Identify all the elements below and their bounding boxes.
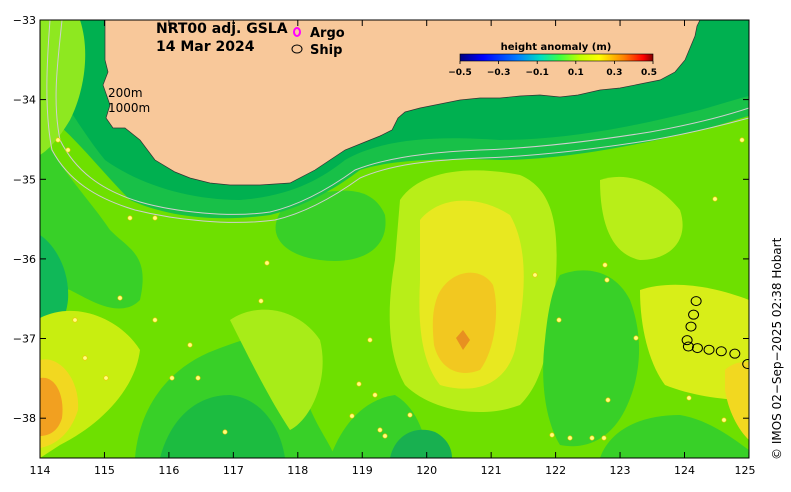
- colorbar-tick-label: 0.3: [606, 68, 622, 78]
- contour-southeast-green: [600, 415, 749, 458]
- y-tick-label: −33: [13, 14, 36, 27]
- ship-legend-label: Ship: [310, 43, 342, 58]
- contour-west-green: [40, 130, 143, 309]
- ship-position-marker: [688, 309, 700, 320]
- isobath-200m-label: 200m: [108, 86, 143, 100]
- contour-centre-south-dark: [390, 429, 452, 458]
- map-title: NRT00 adj. GSLA: [156, 21, 288, 37]
- contour-east-gold: [725, 361, 749, 440]
- contour-nw-yellowgreen: [40, 20, 86, 155]
- x-tick-label: 123: [610, 464, 631, 477]
- map-date: 14 Mar 2024: [156, 39, 255, 55]
- contour-east-yellowgreen-n: [600, 176, 683, 260]
- ship-position-marker: [682, 341, 694, 352]
- colorbar-tick-label: −0.5: [448, 68, 471, 78]
- x-axis: 114 115 116 117 118 119 120 121 122 123 …: [30, 20, 756, 477]
- contour-east-green: [543, 270, 640, 447]
- ship-position-marker: [729, 348, 741, 359]
- x-tick-label: 120: [416, 464, 437, 477]
- y-tick-label: −38: [13, 412, 36, 425]
- ship-position-marker: [742, 359, 749, 370]
- credit-text: © IMOS 02−Sep−2025 02:38 Hobart: [770, 237, 784, 460]
- x-tick-label: 116: [158, 464, 179, 477]
- ship-track: [681, 296, 749, 370]
- y-axis: −33 −34 −35 −36 −37 −38: [13, 14, 749, 425]
- ship-position-marker: [691, 343, 703, 354]
- x-tick-label: 125: [735, 464, 756, 477]
- x-tick-label: 117: [223, 464, 244, 477]
- contour-eddy-orange: [456, 330, 470, 350]
- colorbar-tick-label: −0.1: [525, 68, 548, 78]
- colorbar-tick-label: 0.1: [568, 68, 584, 78]
- obs-markers: [55, 137, 745, 441]
- colorbar-tick-label: 0.5: [641, 68, 657, 78]
- colorbar-tick-label: −0.3: [487, 68, 510, 78]
- x-tick-label: 114: [30, 464, 51, 477]
- ship-position-marker: [703, 344, 715, 355]
- contour-eddy-gold: [432, 272, 497, 373]
- plot-frame: [39, 19, 750, 459]
- x-tick-label: 118: [287, 464, 308, 477]
- argo-legend-label: Argo: [310, 26, 345, 41]
- x-tick-label: 115: [94, 464, 115, 477]
- contour-centre-green: [275, 190, 386, 261]
- contour-sw-orange: [40, 377, 63, 436]
- contour-field: [40, 20, 749, 458]
- colorbar-title: height anomaly (m): [501, 42, 612, 53]
- contour-south-yellowgreen: [230, 309, 323, 430]
- x-tick-marks: [39, 20, 750, 458]
- ship-position-marker: [715, 346, 727, 357]
- ship-position-marker: [690, 296, 702, 307]
- isobath-1000m-label: 1000m: [108, 101, 150, 115]
- x-tick-label: 119: [352, 464, 373, 477]
- colorbar-ramp: [459, 53, 654, 62]
- isobath-200m: [55, 20, 749, 215]
- ship-position-marker: [681, 335, 693, 346]
- y-tick-label: −35: [13, 173, 36, 186]
- y-tick-marks: [40, 19, 749, 419]
- marker-legend: Argo Ship: [291, 26, 345, 58]
- y-tick-label: −34: [13, 94, 36, 107]
- x-tick-label: 121: [481, 464, 502, 477]
- contour-south-darkgreen: [160, 395, 285, 458]
- isobath-1000m: [46, 20, 749, 223]
- colorbar-tick-marks: [459, 61, 654, 64]
- argo-legend-icon: [293, 27, 301, 37]
- ship-position-marker: [685, 321, 697, 332]
- y-tick-label: −36: [13, 253, 36, 266]
- ship-legend-icon: [291, 44, 303, 54]
- colorbar: height anomaly (m) −0.5 −0.3 −0.1 0.1 0.…: [448, 42, 657, 78]
- y-tick-label: −37: [13, 333, 36, 346]
- x-tick-label: 122: [545, 464, 566, 477]
- x-tick-label: 124: [674, 464, 695, 477]
- contour-east-yellow: [640, 284, 749, 400]
